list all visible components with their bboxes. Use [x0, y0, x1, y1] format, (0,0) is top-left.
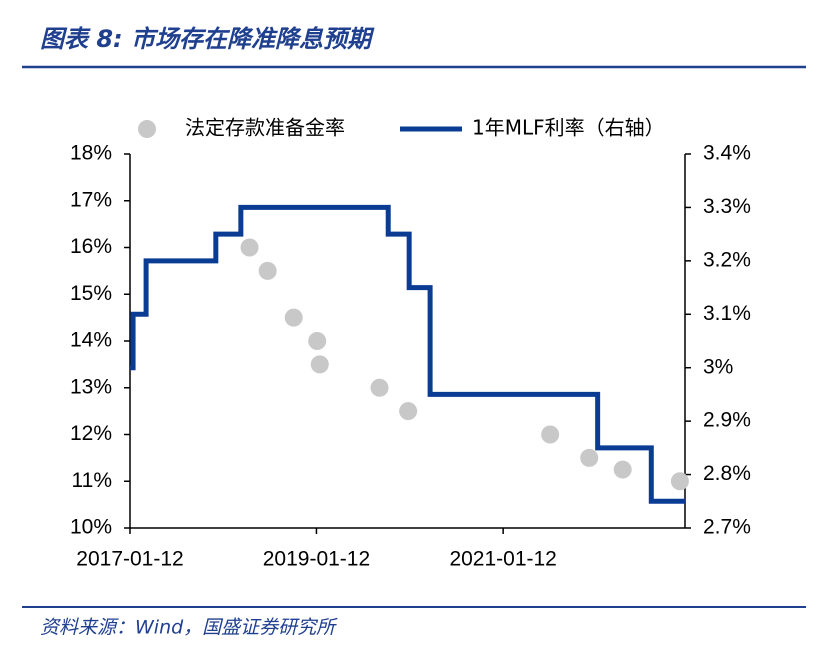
legend-label: 法定存款准备金率	[185, 116, 345, 140]
y2-tick-label: 3.4%	[703, 142, 751, 165]
y2-tick-label: 3.3%	[703, 195, 751, 218]
y-tick-label: 12%	[70, 422, 112, 445]
y-tick-label: 16%	[70, 235, 112, 258]
x-tick-label: 2019-01-12	[263, 548, 370, 571]
dot	[308, 332, 327, 350]
dot	[580, 448, 599, 467]
y-tick-label: 11%	[72, 469, 112, 492]
y2-tick-label: 2.8%	[703, 462, 751, 485]
dot	[399, 402, 418, 421]
dot	[613, 460, 632, 479]
dot	[310, 355, 329, 374]
y-tick-label: 18%	[70, 142, 112, 165]
y-tick-label: 10%	[70, 516, 112, 539]
y-tick-label: 13%	[70, 375, 112, 398]
legend-label: 1年MLF利率（右轴）	[472, 116, 665, 140]
y-tick-label: 17%	[70, 188, 112, 211]
y2-tick-label: 2.7%	[703, 516, 751, 539]
y-tick-label: 15%	[70, 282, 112, 305]
y2-tick-label: 3.1%	[703, 302, 751, 325]
dot	[541, 425, 560, 444]
source: 资料来源：Wind，国盛证券研究所	[40, 617, 338, 639]
dot	[284, 308, 303, 327]
y-tick-label: 14%	[70, 329, 112, 352]
dot	[670, 472, 689, 491]
y2-tick-label: 3.2%	[703, 248, 751, 271]
dot	[240, 238, 259, 257]
header-title: 图表 8: 市场存在降准降息预期	[40, 25, 375, 53]
legend-dot	[138, 120, 156, 138]
dot	[258, 261, 277, 280]
y2-tick-label: 3%	[703, 355, 733, 378]
y2-tick-label: 2.9%	[703, 409, 751, 432]
dot	[370, 378, 389, 397]
x-tick-label: 2021-01-12	[449, 548, 556, 571]
x-tick-label: 2017-01-12	[76, 548, 183, 571]
line	[130, 204, 685, 504]
